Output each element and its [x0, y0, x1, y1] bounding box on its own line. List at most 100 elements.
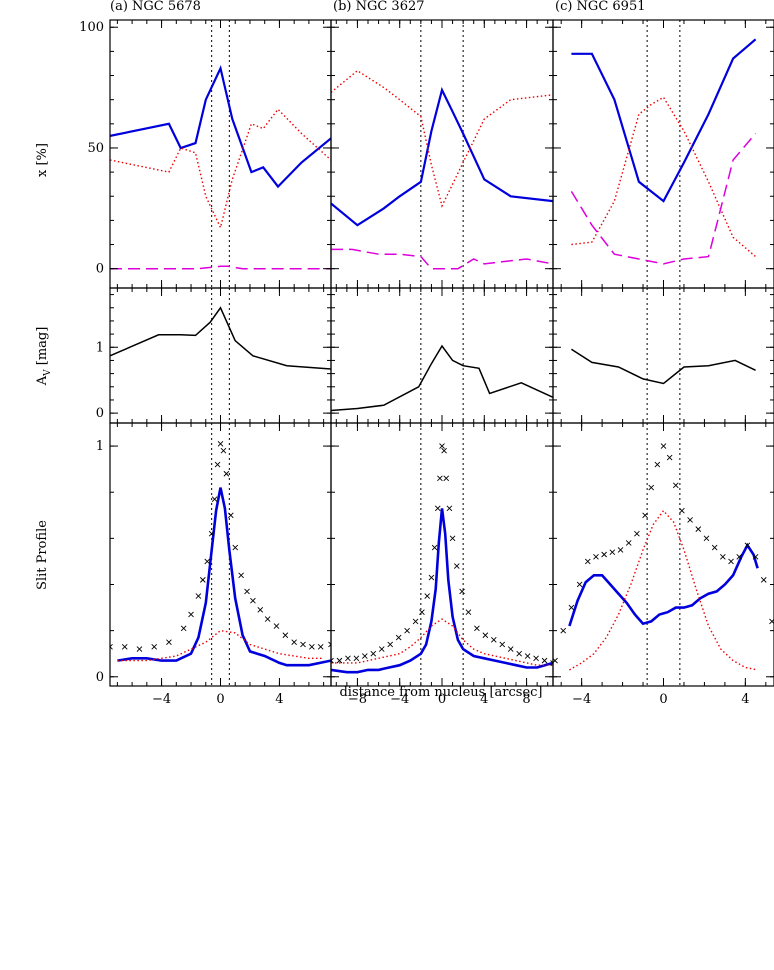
- x-tick-label: 0: [438, 692, 446, 707]
- profile-point: [353, 655, 360, 662]
- profile-point: [660, 443, 667, 449]
- profile-point: [516, 650, 522, 657]
- profile-point: [378, 646, 385, 652]
- profile-point: [273, 623, 280, 629]
- x-tick-label: 0: [659, 692, 667, 707]
- profile-point: [331, 657, 334, 664]
- profile-point: [291, 639, 297, 645]
- y-axis-label-slit-profile: Slit Profile: [35, 520, 50, 590]
- profile-point: [584, 558, 591, 565]
- profile-point: [736, 553, 743, 560]
- panel-frame: [330, 287, 554, 424]
- x-tick-label: 4: [741, 692, 749, 707]
- profile-point: [648, 484, 655, 491]
- y-tick-label: 0: [96, 670, 104, 685]
- profile-point: [419, 609, 425, 615]
- profile-point: [672, 482, 679, 489]
- series-dotted-red: [571, 96, 757, 258]
- profile-point: [541, 657, 548, 664]
- profile-point: [204, 558, 211, 565]
- profile-point: [474, 625, 480, 632]
- profile-point: [453, 563, 460, 569]
- series-solid-blue-thick: [117, 487, 331, 667]
- panel-x_percent-2: [570, 20, 757, 288]
- profile-point: [507, 646, 514, 652]
- profile-point: [609, 549, 616, 556]
- series-solid-black: [570, 348, 756, 385]
- series-dashed-magenta: [331, 248, 553, 270]
- y-tick-label: 1: [96, 439, 104, 454]
- panel-slit-2: [553, 423, 774, 686]
- panel-frame: [109, 422, 332, 687]
- y-axis-label-x-percent: x [%]: [35, 143, 50, 177]
- profile-point: [328, 641, 331, 648]
- profile-point: [250, 597, 256, 604]
- profile-point: [232, 544, 239, 551]
- profile-point: [490, 637, 497, 643]
- profile-point: [166, 639, 172, 645]
- y-tick-label: 0: [96, 406, 104, 421]
- profile-point: [533, 655, 539, 662]
- panel-x_percent-0: [110, 20, 331, 288]
- panel-slit-0: [110, 423, 331, 686]
- profile-point: [720, 553, 726, 560]
- profile-point: [441, 447, 447, 454]
- series-solid-blue-thick: [568, 542, 759, 627]
- profile-point: [387, 641, 394, 648]
- profile-point: [437, 475, 443, 482]
- profile-point: [499, 641, 506, 648]
- profile-point: [443, 475, 450, 482]
- profile-point: [560, 627, 567, 634]
- y-axis-label-av: AV [mag]: [35, 327, 53, 387]
- profile-point: [576, 581, 583, 588]
- profile-point: [211, 496, 218, 502]
- profile-point: [617, 547, 624, 553]
- plot-area: 0 50 100 0 1 0 1 −4 0 4 −8 −4 0 4 8 −4 0 4: [79, 19, 774, 707]
- profile-point: [309, 643, 315, 650]
- series-dotted-red: [569, 509, 758, 671]
- series-dashed-magenta: [570, 133, 757, 265]
- series-solid-blue: [110, 64, 331, 189]
- panel-frame: [109, 19, 332, 289]
- series-solid-black: [110, 306, 331, 370]
- profile-point: [180, 625, 187, 632]
- series-solid-black: [331, 344, 553, 412]
- profile-point: [728, 558, 734, 565]
- series-solid-blue: [331, 86, 553, 227]
- profile-point: [625, 540, 632, 546]
- profile-point: [524, 653, 531, 659]
- profile-point: [465, 609, 472, 615]
- series-dotted-red: [331, 69, 553, 208]
- y-tick-label: 50: [87, 141, 104, 156]
- profile-point: [695, 526, 702, 532]
- panel-frame: [552, 19, 774, 289]
- profile-point: [151, 643, 158, 650]
- x-tick-label: 4: [480, 692, 488, 707]
- profile-point: [188, 611, 194, 618]
- profile-point: [404, 627, 410, 634]
- profile-point: [703, 535, 710, 542]
- panel-av-1: [331, 288, 553, 423]
- y-tick-label: 0: [96, 262, 104, 277]
- profile-point: [220, 447, 227, 454]
- profile-point: [223, 470, 230, 477]
- profile-point: [482, 632, 489, 639]
- profile-point: [760, 577, 767, 583]
- profile-point: [601, 551, 607, 558]
- x-tick-label: −4: [572, 692, 591, 707]
- profile-point: [208, 530, 215, 537]
- x-tick-label: −4: [152, 692, 171, 707]
- profile-point: [654, 461, 661, 468]
- profile-point: [282, 632, 289, 639]
- profile-point: [769, 618, 774, 625]
- profile-point: [257, 607, 264, 613]
- x-axis-label: distance from nucleus [arcsec]: [339, 685, 542, 700]
- profile-point: [711, 544, 718, 551]
- profile-point: [336, 657, 343, 664]
- panel-x_percent-1: [331, 20, 553, 288]
- panel-av-0: [110, 288, 331, 423]
- profile-point: [634, 530, 640, 537]
- profile-point: [300, 641, 306, 648]
- profile-point: [395, 634, 402, 641]
- profile-point: [642, 512, 648, 519]
